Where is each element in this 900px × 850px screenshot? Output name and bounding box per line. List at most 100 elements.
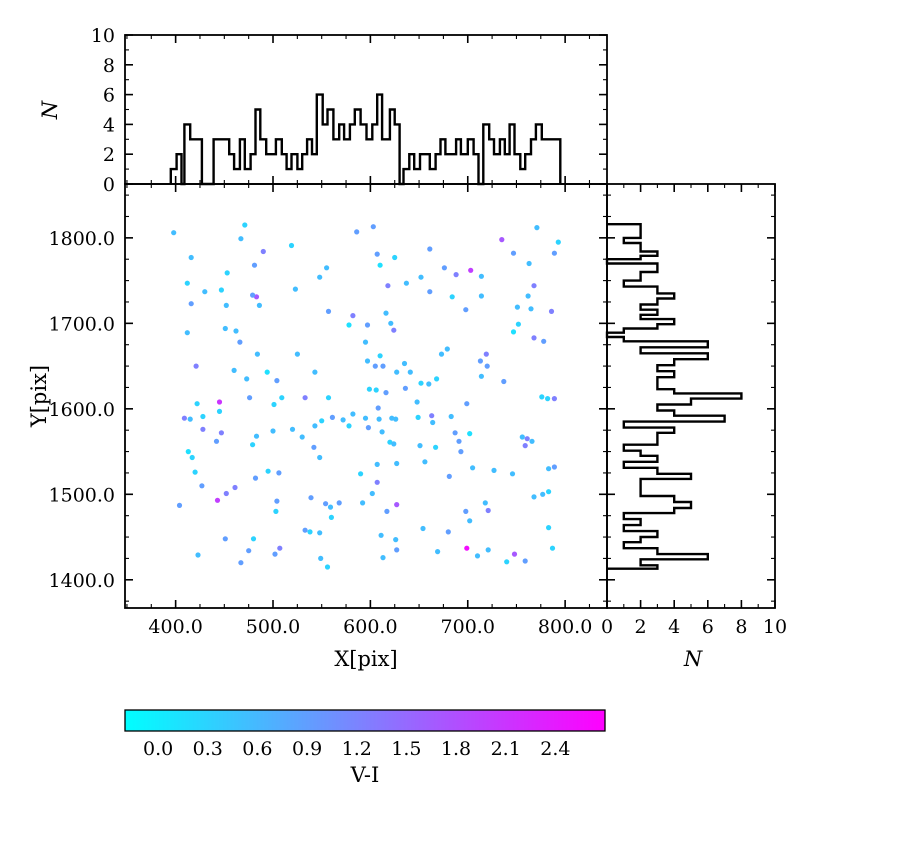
scatter-point bbox=[377, 262, 383, 268]
scatter-point bbox=[373, 387, 379, 393]
scatter-point bbox=[185, 449, 191, 455]
scatter-point bbox=[273, 508, 279, 514]
scatter-point bbox=[366, 386, 372, 392]
scatter-point bbox=[438, 351, 445, 357]
scatter-point bbox=[524, 436, 530, 442]
colorbar-tick-label: 0.3 bbox=[193, 738, 223, 760]
scatter-point bbox=[247, 395, 253, 401]
scatter-point bbox=[289, 426, 296, 432]
histogram-traces bbox=[169, 93, 743, 570]
scatter-point bbox=[311, 444, 317, 450]
scatter-point bbox=[350, 411, 356, 417]
colorbar-tick-label: 0.9 bbox=[292, 738, 322, 760]
scatter-point bbox=[392, 254, 398, 261]
top-hist-n-tick-label: 2 bbox=[103, 144, 115, 166]
scatter-point bbox=[463, 508, 469, 514]
scatter-points-layer bbox=[171, 222, 561, 570]
scatter-point bbox=[271, 401, 277, 408]
top-hist-n-tick-label: 0 bbox=[103, 174, 115, 196]
scatter-point bbox=[394, 547, 400, 553]
scatter-point bbox=[213, 438, 220, 444]
scatter-point bbox=[548, 308, 555, 314]
scatter-point bbox=[446, 473, 452, 479]
scatter-point bbox=[324, 265, 330, 271]
scatter-point bbox=[510, 329, 517, 335]
right-histogram-trace bbox=[605, 223, 743, 570]
scatter-point bbox=[233, 328, 239, 334]
scatter-point bbox=[223, 302, 229, 308]
scatter-point bbox=[364, 322, 371, 328]
colorbar bbox=[124, 709, 606, 732]
scatter-point bbox=[430, 419, 436, 426]
scatter-point bbox=[477, 358, 483, 364]
scatter-point bbox=[340, 417, 346, 423]
scatter-point bbox=[318, 555, 324, 562]
scatter-point bbox=[526, 260, 532, 267]
scatter-point bbox=[222, 325, 228, 332]
scatter-point bbox=[288, 242, 295, 249]
scatter-point bbox=[393, 537, 399, 543]
scatter-point bbox=[312, 423, 318, 429]
scatter-point bbox=[394, 502, 400, 508]
scatter-point bbox=[546, 525, 552, 531]
scatter-point bbox=[470, 465, 476, 471]
scatter-point bbox=[483, 351, 489, 357]
colorbar-label: V-I bbox=[350, 763, 380, 787]
scatter-point bbox=[403, 280, 409, 286]
scatter-point bbox=[246, 548, 252, 554]
scatter-point bbox=[260, 248, 266, 255]
scatter-point bbox=[360, 500, 366, 506]
scatter-point bbox=[468, 267, 474, 273]
scatter-point bbox=[200, 413, 206, 420]
scatter-point bbox=[250, 442, 256, 448]
scatter-point bbox=[427, 289, 433, 295]
scatter-point bbox=[188, 254, 194, 261]
scatter-point bbox=[546, 466, 552, 472]
scatter-point bbox=[441, 265, 447, 271]
scatter-point bbox=[292, 286, 298, 292]
scatter-point bbox=[317, 274, 323, 280]
scatter-point bbox=[265, 468, 271, 474]
scatter-point bbox=[401, 360, 408, 367]
scatter-point bbox=[391, 327, 397, 333]
scatter-point bbox=[435, 549, 441, 555]
scatter-point bbox=[448, 413, 454, 420]
scatter-point bbox=[414, 399, 420, 405]
colorbar-tick-label: 1.8 bbox=[441, 738, 471, 760]
scatter-point bbox=[279, 395, 285, 401]
scatter-point bbox=[514, 304, 521, 310]
scatter-point bbox=[510, 250, 517, 256]
scatter-point bbox=[307, 529, 313, 535]
scatter-point bbox=[216, 399, 223, 405]
scatter-point bbox=[171, 230, 177, 236]
scatter-point bbox=[485, 547, 491, 553]
scatter-point bbox=[354, 229, 360, 235]
colorbar-tick-label: 2.1 bbox=[491, 738, 521, 760]
scatter-point bbox=[214, 497, 221, 503]
scatter-point bbox=[252, 475, 259, 481]
scatter-point bbox=[362, 339, 369, 345]
scatter-point bbox=[376, 416, 382, 422]
scatter-point bbox=[417, 443, 423, 449]
scatter-point bbox=[546, 489, 552, 495]
scatter-point bbox=[346, 423, 352, 429]
colorbar-tick-label: 1.5 bbox=[391, 738, 421, 760]
scatter-point bbox=[324, 564, 331, 570]
scatter-point bbox=[522, 558, 528, 564]
scatter-point bbox=[325, 308, 332, 314]
colorbar-tick-label: 0.6 bbox=[242, 738, 272, 760]
scatter-point bbox=[485, 507, 491, 514]
scatter-point bbox=[482, 500, 488, 506]
scatter-point bbox=[418, 274, 424, 280]
scatter-point bbox=[192, 469, 198, 475]
scatter-point bbox=[444, 346, 450, 352]
scatter-point bbox=[429, 413, 435, 419]
scatter-point bbox=[256, 302, 262, 308]
scatter-point bbox=[528, 306, 534, 312]
scatter-point bbox=[364, 358, 371, 364]
scatter-point bbox=[522, 443, 528, 449]
scatter-point bbox=[187, 416, 193, 422]
top-hist-n-tick-label: 6 bbox=[103, 85, 115, 107]
scatter-point bbox=[474, 553, 481, 559]
